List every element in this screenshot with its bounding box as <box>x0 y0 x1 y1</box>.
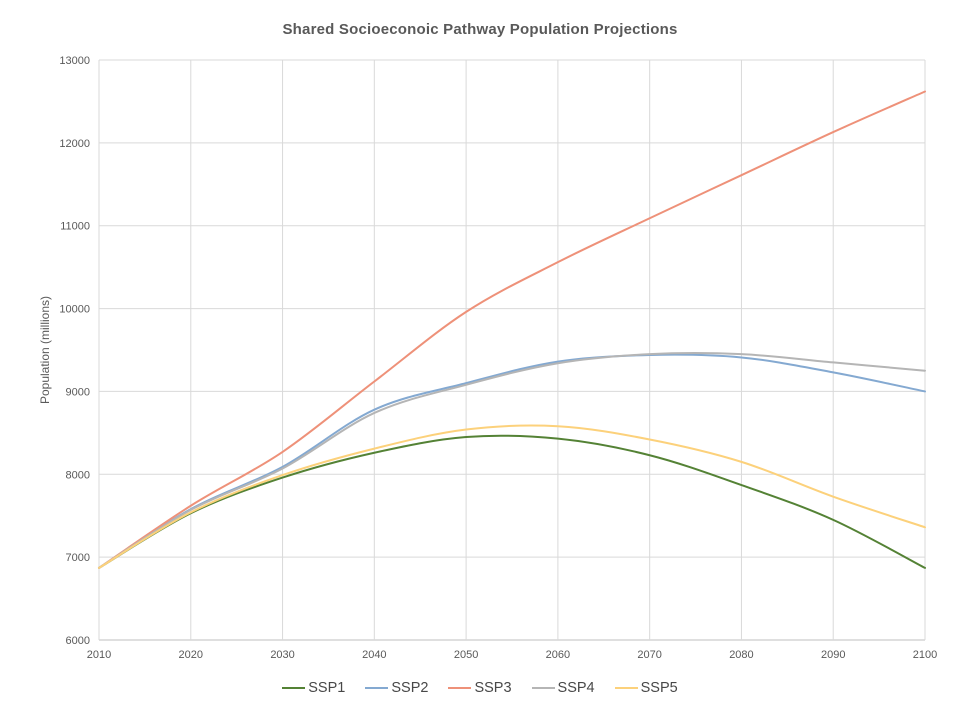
legend-label-ssp1: SSP1 <box>308 680 346 696</box>
y-tick-label: 10000 <box>59 304 90 316</box>
legend-item-ssp2: SSP2 <box>365 680 428 696</box>
x-tick-label: 2060 <box>546 649 570 661</box>
legend-label-ssp4: SSP4 <box>557 680 595 696</box>
legend-swatch-ssp1 <box>282 687 306 689</box>
legend-label-ssp2: SSP2 <box>391 680 429 696</box>
x-tick-label: 2020 <box>179 649 203 661</box>
x-tick-label: 2100 <box>913 649 937 661</box>
legend-item-ssp4: SSP4 <box>531 680 595 696</box>
series-line-ssp2 <box>98 353 926 569</box>
x-tick-label: 2030 <box>270 649 294 661</box>
x-tick-label: 2080 <box>729 649 753 661</box>
y-tick-label: 9000 <box>66 386 90 398</box>
series-line-ssp4 <box>98 352 926 569</box>
legend-swatch-ssp2 <box>365 687 389 689</box>
y-tick-label: 13000 <box>59 55 90 67</box>
legend-item-ssp3: SSP3 <box>448 680 512 696</box>
series-line-ssp5 <box>98 424 926 569</box>
x-tick-label: 2050 <box>454 649 478 661</box>
x-tick-label: 2040 <box>362 649 386 661</box>
legend: SSP1 SSP2 SSP3 SSP4 SSP5 <box>0 678 960 698</box>
y-tick-label: 6000 <box>66 635 90 647</box>
series-line-ssp3 <box>98 90 926 569</box>
legend-label-ssp3: SSP3 <box>474 680 512 696</box>
x-tick-label: 2010 <box>87 649 111 661</box>
legend-label-ssp5: SSP5 <box>640 680 678 696</box>
x-tick-label: 2090 <box>821 649 845 661</box>
y-tick-label: 7000 <box>66 552 90 564</box>
legend-item-ssp5: SSP5 <box>614 680 678 696</box>
legend-item-ssp1: SSP1 <box>282 680 345 696</box>
legend-swatch-ssp3 <box>448 687 472 689</box>
x-tick-label: 2070 <box>637 649 661 661</box>
y-tick-label: 11000 <box>60 221 90 233</box>
legend-swatch-ssp4 <box>531 687 555 689</box>
y-tick-label: 8000 <box>66 469 90 481</box>
legend-swatch-ssp5 <box>614 687 638 689</box>
y-tick-label: 12000 <box>59 138 90 150</box>
chart-title: Shared Socioeconoic Pathway Population P… <box>282 21 678 38</box>
series-line-ssp1 <box>98 434 926 569</box>
